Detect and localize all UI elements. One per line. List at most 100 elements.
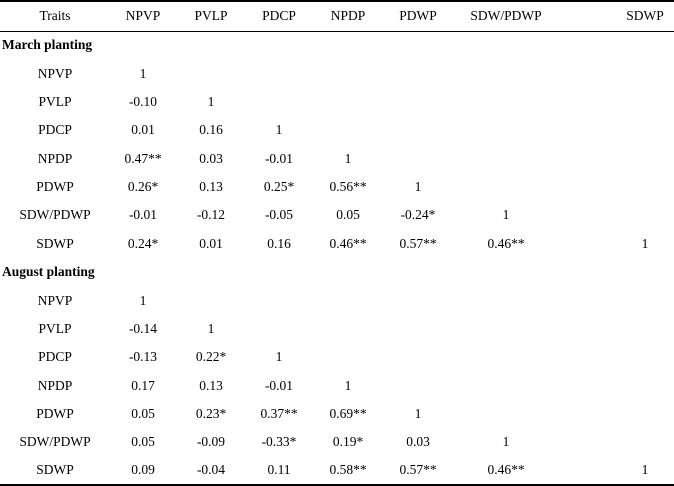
column-header-pdcp: PDCP [246,1,312,32]
correlation-value [384,116,452,144]
correlation-value [560,59,674,87]
correlation-value [452,315,560,343]
correlation-value: 1 [414,179,422,195]
correlation-value: -0.13 [128,349,158,365]
correlation-value [452,343,560,371]
trait-label: SDW/PDWP [19,207,91,223]
correlation-value [312,59,384,87]
correlation-value [560,343,674,371]
trait-label: NPVP [37,292,73,308]
correlation-value: 0.23* [195,406,227,422]
column-header-npvp: NPVP [110,1,176,32]
column-header-pvlp: PVLP [176,1,246,32]
correlation-value [560,400,674,428]
correlation-value: 0.26* [127,179,159,195]
section-row: March planting [0,31,674,59]
correlation-value [560,428,674,456]
correlation-value: -0.01 [128,207,158,223]
correlation-value: 1 [139,65,147,81]
trait-label: PDCP [38,122,72,138]
trait-label: PDCP [38,349,72,365]
correlation-value [312,343,384,371]
correlation-value: 0.69** [329,406,367,422]
correlation-value: 1 [502,207,510,223]
trait-label: PDWP [36,179,74,195]
correlation-value: 0.19* [332,434,364,450]
correlation-value: 0.46** [487,462,525,478]
correlation-value [246,286,312,314]
correlation-value [312,315,384,343]
correlation-value [384,315,452,343]
correlation-value: -0.33* [261,434,297,450]
correlation-value [384,343,452,371]
column-header-sdwp: SDWP [560,1,674,32]
table-row: SDW/PDWP -0.01 -0.12 -0.05 0.05 -0.24* 1 [0,201,674,229]
correlation-value [312,116,384,144]
trait-label: NPDP [37,377,73,393]
correlation-value: 0.24* [127,235,159,251]
section-row: August planting [0,258,674,286]
trait-label: PVLP [38,93,72,109]
correlation-value [452,88,560,116]
correlation-value: 0.37** [260,406,298,422]
correlation-value: 1 [344,377,352,393]
correlation-value: 0.25* [263,179,295,195]
correlation-value: 0.56** [329,179,367,195]
correlation-value: 1 [275,349,283,365]
correlation-value: 0.17 [131,377,155,393]
column-header-pdwp: PDWP [384,1,452,32]
correlation-value [452,286,560,314]
correlation-value: 0.16 [199,122,223,138]
table-row: PVLP -0.14 1 [0,315,674,343]
correlation-value: -0.14 [128,320,158,336]
correlation-value [384,59,452,87]
correlation-value [560,173,674,201]
column-header-sdw-pdwp: SDW/PDWP [452,1,560,32]
correlation-value: 0.01 [199,235,223,251]
correlation-value: 0.58** [329,462,367,478]
correlation-value: 0.57** [399,235,437,251]
correlation-value: 0.46** [329,235,367,251]
correlation-value: 0.11 [267,462,291,478]
correlation-value: 1 [641,235,649,251]
table-row: PDWP 0.05 0.23* 0.37** 0.69** 1 [0,400,674,428]
correlation-value: 1 [414,406,422,422]
correlation-value: 0.57** [399,462,437,478]
correlation-value: 0.16 [267,235,291,251]
correlation-value: 0.22* [195,349,227,365]
correlation-value: 1 [641,462,649,478]
correlation-value: 0.09 [131,462,155,478]
correlation-value: -0.09 [196,434,226,450]
correlation-value [176,59,246,87]
correlation-value: -0.10 [128,93,158,109]
table-row: NPDP 0.17 0.13 -0.01 1 [0,372,674,400]
correlation-value: 0.47** [124,150,162,166]
correlation-value: 0.13 [199,377,223,393]
table-row: PVLP -0.10 1 [0,88,674,116]
correlation-value [560,116,674,144]
trait-label: SDWP [36,235,74,251]
correlation-value [560,286,674,314]
correlation-value [246,88,312,116]
correlation-value [384,88,452,116]
correlation-value: 1 [207,93,215,109]
correlation-value [312,88,384,116]
table-row: PDCP 0.01 0.16 1 [0,116,674,144]
table-row: NPVP 1 [0,286,674,314]
correlation-value: -0.05 [264,207,294,223]
correlation-value [246,315,312,343]
section-title: August planting [2,264,95,280]
correlation-value [384,286,452,314]
section-title: March planting [2,37,93,53]
correlation-value [384,145,452,173]
table-header: Traits NPVP PVLP PDCP NPDP PDWP SDW/PDWP SDWP [0,1,674,32]
correlation-value: 1 [139,292,147,308]
table-row: SDW/PDWP 0.05 -0.09 -0.33* 0.19* 0.03 1 [0,428,674,456]
correlation-value [176,286,246,314]
correlation-value [452,59,560,87]
correlation-value: -0.12 [196,207,226,223]
correlation-value: 0.46** [487,235,525,251]
correlation-value: 0.05 [131,434,155,450]
